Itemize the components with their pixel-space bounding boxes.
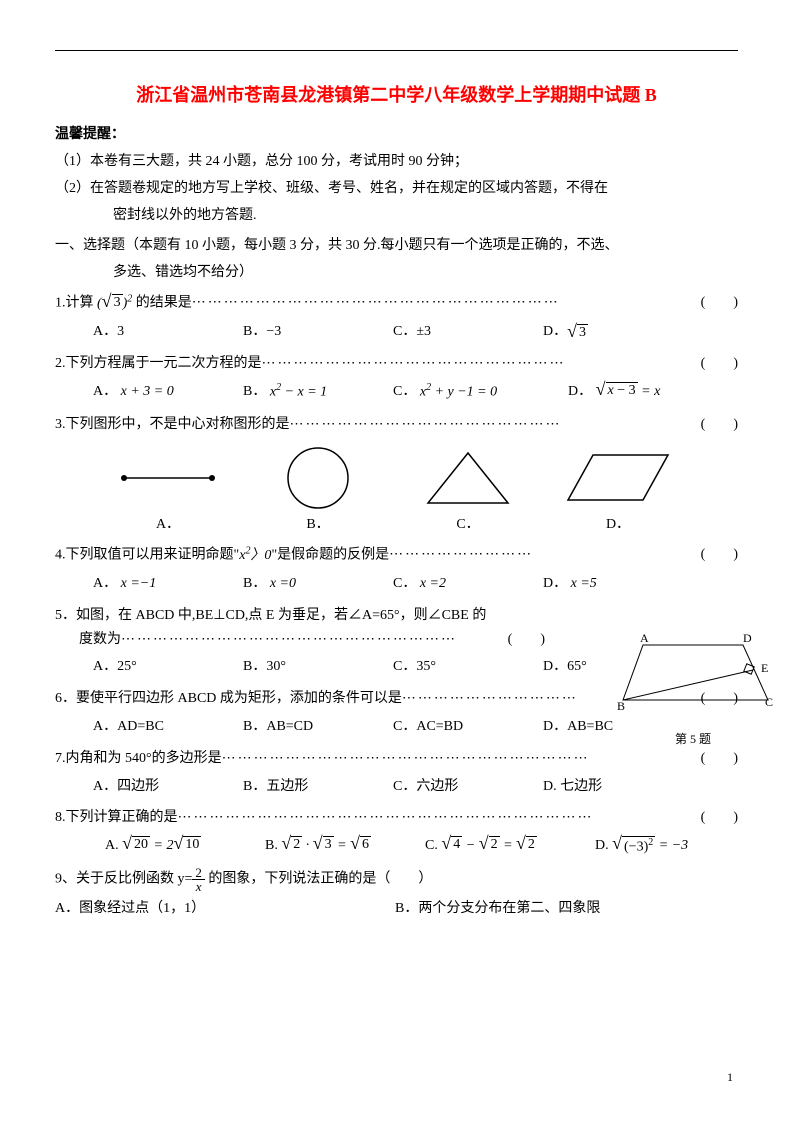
q3-label-c: C． — [393, 513, 543, 537]
q3-label-b: B． — [243, 513, 393, 537]
q4-option-d: D． x =5 — [543, 572, 693, 596]
q9-option-a: A．图象经过点（1，1） — [55, 897, 395, 921]
svg-text:C: C — [765, 695, 773, 709]
subtitle: 温馨提醒： — [55, 123, 738, 147]
q4-option-a: A． x =−1 — [93, 572, 243, 596]
question-9: 9、关于反比例函数 y=2x 的图象，下列说法正确的是（ ） A．图象经过点（1… — [55, 866, 738, 921]
page-number: 1 — [727, 1067, 733, 1087]
q8-option-a: A. √20 = 2√10 — [105, 834, 265, 858]
q8-option-d: D. √(−3)2 = −3 — [595, 834, 745, 858]
q3-label-a: A． — [93, 513, 243, 537]
section-1-cont: 多选、错选均不给分） — [55, 261, 738, 285]
question-2: 2.下列方程属于一元二次方程的是 ⋯⋯⋯⋯⋯⋯⋯⋯⋯⋯⋯⋯⋯⋯⋯⋯⋯⋯⋯ ( )… — [55, 352, 738, 405]
q7-option-c: C．六边形 — [393, 775, 543, 799]
q1-text: 1.计算 (√3)2 的结果是 — [55, 290, 192, 315]
figure-caption: 第 5 题 — [613, 729, 773, 749]
leader-dots: ⋯⋯⋯⋯⋯⋯⋯⋯⋯⋯⋯⋯⋯⋯⋯⋯⋯⋯⋯⋯⋯⋯⋯⋯⋯⋯ — [178, 806, 697, 830]
q7-option-a: A．四边形 — [93, 775, 243, 799]
q8-option-b: B. √2 · √3 = √6 — [265, 834, 425, 858]
leader-dots: ⋯⋯⋯⋯⋯⋯⋯⋯⋯ — [389, 543, 697, 567]
q4-text: 4.下列取值可以用来证明命题"x2〉0"是假命题的反例是 — [55, 542, 389, 567]
answer-paren: ( ) — [701, 291, 738, 315]
q1-option-b: B．−3 — [243, 320, 393, 344]
question-1: 1.计算 (√3)2 的结果是 ⋯⋯⋯⋯⋯⋯⋯⋯⋯⋯⋯⋯⋯⋯⋯⋯⋯⋯⋯⋯⋯⋯⋯ … — [55, 290, 738, 343]
leader-dots: ⋯⋯⋯⋯⋯⋯⋯⋯⋯⋯⋯⋯⋯⋯⋯⋯⋯⋯⋯⋯⋯ — [121, 628, 504, 652]
q1-option-c: C．±3 — [393, 320, 543, 344]
q3-text: 3.下列图形中，不是中心对称图形的是 — [55, 413, 290, 437]
q8-option-c: C. √4 − √2 = √2 — [425, 834, 595, 858]
q2-option-c: C． x2 + y −1 = 0 — [393, 379, 568, 404]
q8-text: 8.下列计算正确的是 — [55, 806, 178, 830]
instruction-2-cont: 密封线以外的地方答题. — [55, 204, 738, 228]
shape-triangle — [393, 448, 543, 508]
q9-text: 9、关于反比例函数 y=2x 的图象，下列说法正确的是（ ） — [55, 866, 738, 893]
q6-option-c: C．AC=BD — [393, 715, 543, 739]
answer-paren: ( ) — [508, 628, 545, 652]
q5-option-a: A．25° — [93, 655, 243, 679]
q2-option-a: A． x + 3 = 0 — [93, 379, 243, 404]
section-1-header: 一、选择题（本题有 10 小题，每小题 3 分，共 30 分.每小题只有一个选项… — [55, 234, 738, 258]
q3-label-d: D． — [543, 513, 693, 537]
question-4: 4.下列取值可以用来证明命题"x2〉0"是假命题的反例是 ⋯⋯⋯⋯⋯⋯⋯⋯⋯ (… — [55, 542, 738, 595]
q9-option-b: B．两个分支分布在第二、四象限 — [395, 897, 600, 921]
answer-paren: ( ) — [701, 806, 738, 830]
svg-text:A: A — [640, 631, 649, 645]
q1-option-a: A．3 — [93, 320, 243, 344]
question-7: 7.内角和为 540°的多边形是 ⋯⋯⋯⋯⋯⋯⋯⋯⋯⋯⋯⋯⋯⋯⋯⋯⋯⋯⋯⋯⋯⋯⋯… — [55, 747, 738, 799]
q2-option-b: B． x2 − x = 1 — [243, 379, 393, 404]
shape-line-segment — [93, 468, 243, 488]
answer-paren: ( ) — [701, 352, 738, 376]
q2-option-d: D． √x − 3 = x — [568, 379, 718, 404]
q7-option-b: B．五边形 — [243, 775, 393, 799]
svg-text:B: B — [617, 699, 625, 713]
q5-line1: 5．如图，在 ABCD 中,BE⊥CD,点 E 为垂足，若∠A=65°，则∠CB… — [55, 604, 545, 628]
q5-line2: 度数为 — [79, 628, 121, 652]
leader-dots: ⋯⋯⋯⋯⋯⋯⋯⋯⋯⋯⋯⋯⋯⋯⋯⋯⋯⋯⋯⋯⋯⋯⋯ — [222, 747, 697, 771]
shape-circle — [243, 443, 393, 513]
svg-text:D: D — [743, 631, 752, 645]
leader-dots: ⋯⋯⋯⋯⋯⋯⋯⋯⋯⋯⋯⋯⋯⋯⋯⋯⋯⋯⋯⋯⋯⋯⋯ — [192, 291, 697, 315]
answer-paren: ( ) — [701, 747, 738, 771]
leader-dots: ⋯⋯⋯⋯⋯⋯⋯⋯⋯⋯⋯⋯⋯⋯⋯⋯⋯⋯⋯ — [262, 352, 697, 376]
q4-option-c: C． x =2 — [393, 572, 543, 596]
q5-option-b: B．30° — [243, 655, 393, 679]
q1-option-d: D．√3 — [543, 320, 693, 344]
q6-option-b: B．AB=CD — [243, 715, 393, 739]
q6-text: 6．要使平行四边形 ABCD 成为矩形，添加的条件可以是 — [55, 687, 402, 711]
leader-dots: ⋯⋯⋯⋯⋯⋯⋯⋯⋯⋯⋯⋯⋯⋯⋯⋯⋯ — [290, 413, 697, 437]
q7-option-d: D. 七边形 — [543, 775, 693, 799]
page-title: 浙江省温州市苍南县龙港镇第二中学八年级数学上学期期中试题 B — [55, 80, 738, 111]
shape-parallelogram — [543, 450, 693, 505]
question-3: 3.下列图形中，不是中心对称图形的是 ⋯⋯⋯⋯⋯⋯⋯⋯⋯⋯⋯⋯⋯⋯⋯⋯⋯ ( )… — [55, 413, 738, 537]
q5-option-c: C．35° — [393, 655, 543, 679]
q4-option-b: B． x =0 — [243, 572, 393, 596]
q7-text: 7.内角和为 540°的多边形是 — [55, 747, 222, 771]
instruction-1: （1）本卷有三大题，共 24 小题，总分 100 分，考试用时 90 分钟； — [55, 150, 738, 174]
svg-text:E: E — [761, 661, 768, 675]
answer-paren: ( ) — [701, 543, 738, 567]
question-5: 5．如图，在 ABCD 中,BE⊥CD,点 E 为垂足，若∠A=65°，则∠CB… — [55, 604, 545, 679]
top-rule — [55, 50, 738, 51]
q2-text: 2.下列方程属于一元二次方程的是 — [55, 352, 262, 376]
figure-q5: A D E C B 第 5 题 — [613, 630, 773, 749]
question-8: 8.下列计算正确的是 ⋯⋯⋯⋯⋯⋯⋯⋯⋯⋯⋯⋯⋯⋯⋯⋯⋯⋯⋯⋯⋯⋯⋯⋯⋯⋯ ( … — [55, 806, 738, 858]
q6-option-a: A．AD=BC — [93, 715, 243, 739]
answer-paren: ( ) — [701, 413, 738, 437]
instruction-2: （2）在答题卷规定的地方写上学校、班级、考号、姓名，并在规定的区域内答题，不得在 — [55, 177, 738, 201]
